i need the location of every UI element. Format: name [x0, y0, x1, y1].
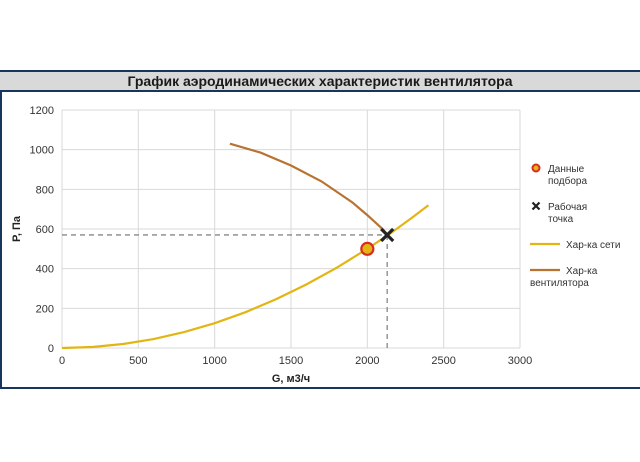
- legend-icon-x: [531, 201, 541, 211]
- selection-point-marker: [360, 241, 375, 256]
- y-tick-label: 1000: [30, 145, 54, 157]
- x-tick-label: 2000: [355, 355, 379, 367]
- legend-label: Рабочая: [548, 201, 587, 213]
- x-axis-label: G, м3/ч: [272, 373, 310, 385]
- legend-label: подбора: [548, 175, 587, 187]
- aerodynamic-chart: 0 500 1000 1500 2000 2500 3000 0 200 400 600 800 100…: [0, 92, 640, 389]
- y-tick-label: 600: [36, 224, 54, 236]
- chart-title: График аэродинамических характеристик ве…: [0, 70, 640, 92]
- y-tick-label: 0: [48, 343, 54, 355]
- legend-label: Хар-ка: [566, 266, 598, 277]
- x-tick-label: 2500: [431, 355, 455, 367]
- legend-label: Хар-ка сети: [566, 240, 620, 251]
- y-axis-label: P, Па: [11, 215, 23, 242]
- series-line: [229, 142, 392, 239]
- x-tick-label: 500: [129, 355, 147, 367]
- working-point-marker: [380, 227, 395, 243]
- x-tick-label: 0: [59, 355, 65, 367]
- x-tick-label: 1000: [202, 355, 226, 367]
- series-line: [61, 204, 430, 350]
- y-tick-label: 800: [36, 184, 54, 196]
- legend-label: Данные: [548, 164, 585, 175]
- chart-frame: График аэродинамических характеристик ве…: [0, 70, 640, 390]
- legend-icon-circle: [531, 163, 541, 173]
- legend-label: вентилятора: [530, 278, 589, 289]
- y-tick-label: 200: [36, 303, 54, 315]
- y-tick-label: 1200: [30, 105, 54, 117]
- x-tick-label: 3000: [508, 355, 532, 367]
- y-tick-label: 400: [36, 264, 54, 276]
- legend-label: точка: [548, 214, 574, 225]
- x-tick-label: 1500: [279, 355, 303, 367]
